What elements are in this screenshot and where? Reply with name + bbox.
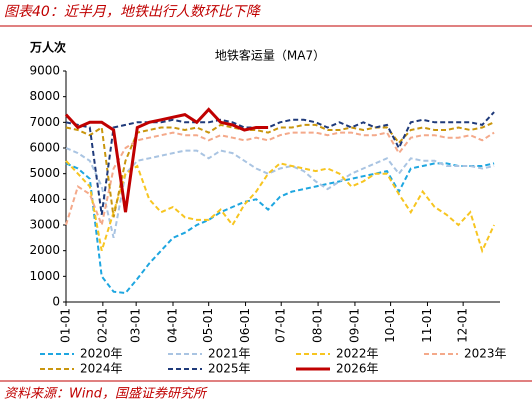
y-tick-label: 8000 — [29, 89, 60, 103]
x-tick-label: 04-01 — [166, 308, 180, 343]
legend-label: 2024年 — [80, 362, 123, 376]
y-tick-label: 2000 — [29, 243, 60, 257]
x-tick-label: 08-01 — [311, 308, 325, 343]
y-axis-label: 万人次 — [29, 40, 66, 55]
x-tick-label: 10-01 — [383, 308, 397, 343]
x-tick-label: 11-01 — [420, 308, 434, 343]
series-line — [65, 162, 495, 295]
y-tick-label: 5000 — [29, 166, 60, 180]
legend-label: 2021年 — [208, 347, 251, 361]
chart-title: 地铁客运量（MA7） — [215, 48, 325, 63]
series-line — [64, 107, 269, 213]
legend-label: 2025年 — [208, 362, 251, 376]
x-tick-label: 01-01 — [59, 308, 73, 343]
y-tick-label: 1000 — [29, 269, 60, 283]
header-title: 图表40：近半月，地铁出行人数环比下降 — [4, 4, 262, 20]
x-tick-label: 07-01 — [274, 308, 288, 343]
y-tick-label: 9000 — [29, 64, 60, 78]
legend-label: 2020年 — [80, 347, 123, 361]
x-tick-label: 02-01 — [95, 308, 109, 343]
y-tick-label: 0 — [52, 295, 60, 309]
source: 资料来源：Wind，国盛证券研究所 — [4, 386, 208, 402]
series-line — [65, 160, 496, 254]
legend-label: 2022年 — [336, 347, 379, 361]
x-tick-label: 09-01 — [347, 308, 361, 343]
x-tick-label: 12-01 — [456, 308, 470, 343]
y-tick-label: 3000 — [29, 218, 60, 232]
series-line — [65, 131, 495, 229]
x-tick-label: 03-01 — [129, 308, 143, 343]
series-line — [65, 147, 495, 239]
legend-label: 2026年 — [336, 362, 379, 376]
legend-label: 2023年 — [464, 347, 507, 361]
x-tick-label: 06-01 — [238, 308, 252, 343]
y-tick-label: 4000 — [29, 192, 60, 206]
series-line — [65, 111, 495, 215]
y-tick-label: 6000 — [29, 141, 60, 155]
y-tick-label: 7000 — [29, 115, 60, 129]
x-tick-label: 05-01 — [201, 308, 215, 343]
